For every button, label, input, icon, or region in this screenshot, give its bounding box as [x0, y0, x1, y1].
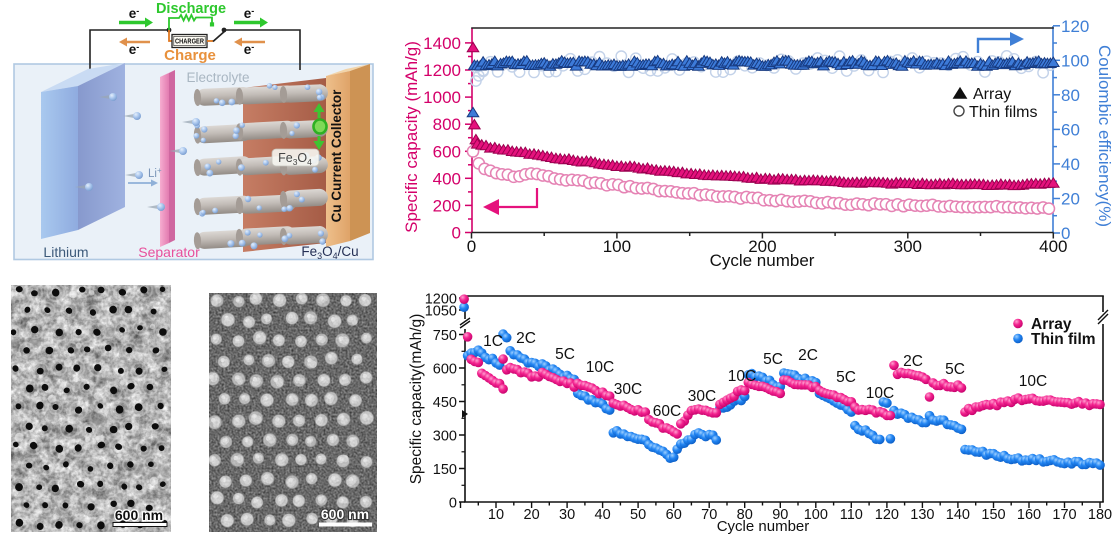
svg-text:e-: e-	[244, 6, 255, 21]
svg-text:170: 170	[1052, 507, 1076, 523]
svg-text:Separator: Separator	[138, 244, 200, 260]
svg-text:90: 90	[772, 507, 788, 523]
svg-text:150: 150	[981, 507, 1005, 523]
svg-text:1400: 1400	[423, 34, 461, 53]
svg-text:Charge: Charge	[164, 47, 216, 64]
svg-text:Lithium: Lithium	[43, 244, 88, 260]
svg-text:20: 20	[524, 507, 540, 523]
svg-text:40: 40	[595, 507, 611, 523]
svg-text:Thin films: Thin films	[969, 104, 1037, 121]
svg-text:5C: 5C	[763, 351, 783, 368]
svg-text:Coulombic efficiency(%): Coulombic efficiency(%)	[1095, 45, 1114, 227]
svg-text:1050: 1050	[425, 304, 457, 320]
svg-text:1000: 1000	[423, 88, 461, 107]
svg-text:160: 160	[1017, 507, 1041, 523]
svg-text:40: 40	[1061, 155, 1080, 174]
svg-text:400: 400	[1039, 237, 1067, 256]
svg-text:450: 450	[433, 395, 457, 411]
svg-text:300: 300	[433, 429, 457, 445]
svg-text:600 nm: 600 nm	[321, 506, 369, 522]
svg-text:600: 600	[433, 362, 457, 378]
svg-text:5C: 5C	[555, 346, 575, 363]
svg-text:110: 110	[840, 507, 863, 523]
svg-text:Discharge: Discharge	[156, 1, 226, 17]
svg-text:130: 130	[910, 507, 934, 523]
svg-text:1C: 1C	[483, 333, 503, 350]
svg-text:10C: 10C	[866, 385, 894, 402]
svg-text:10: 10	[488, 507, 504, 523]
svg-text:Fe3O4/Cu: Fe3O4/Cu	[301, 244, 358, 261]
svg-text:100: 100	[804, 507, 828, 523]
svg-text:CHARGER: CHARGER	[175, 37, 204, 46]
svg-text:120: 120	[875, 507, 899, 523]
svg-text:Thin film: Thin film	[1031, 331, 1096, 348]
svg-text:120: 120	[1061, 17, 1089, 36]
svg-text:30: 30	[559, 507, 575, 523]
svg-text:100: 100	[603, 237, 631, 256]
svg-text:180: 180	[1088, 507, 1112, 523]
svg-text:2C: 2C	[516, 330, 536, 347]
svg-text:Cycle number: Cycle number	[710, 251, 815, 270]
svg-text:600 nm: 600 nm	[115, 507, 163, 523]
svg-text:800: 800	[433, 115, 461, 134]
svg-text:50: 50	[630, 507, 646, 523]
svg-text:10C: 10C	[1019, 373, 1047, 390]
svg-text:600: 600	[433, 142, 461, 161]
svg-text:60: 60	[666, 507, 682, 523]
svg-text:10C: 10C	[586, 359, 614, 376]
svg-text:Cu Current Collector: Cu Current Collector	[329, 89, 344, 223]
svg-text:30C: 30C	[614, 381, 642, 398]
svg-text:30C: 30C	[688, 388, 716, 405]
svg-text:Array: Array	[973, 86, 1011, 103]
svg-text:0: 0	[449, 496, 457, 512]
svg-text:e-: e-	[129, 6, 140, 21]
svg-text:60C: 60C	[653, 403, 681, 420]
svg-text:100: 100	[1061, 51, 1089, 70]
svg-text:140: 140	[946, 507, 970, 523]
svg-text:20: 20	[1061, 190, 1080, 209]
svg-text:70: 70	[701, 507, 717, 523]
svg-text:150: 150	[433, 462, 457, 478]
svg-text:0: 0	[452, 224, 461, 243]
svg-text:0: 0	[467, 237, 476, 256]
svg-text:750: 750	[433, 328, 457, 344]
svg-text:200: 200	[433, 196, 461, 215]
svg-text:5C: 5C	[836, 369, 856, 386]
svg-text:Specific capacity(mAh/g): Specific capacity(mAh/g)	[408, 314, 425, 485]
svg-text:400: 400	[433, 169, 461, 188]
svg-text:10C: 10C	[728, 368, 756, 385]
svg-text:5C: 5C	[945, 361, 965, 378]
svg-text:80: 80	[1061, 86, 1080, 105]
svg-text:Fe3O4: Fe3O4	[278, 151, 312, 167]
svg-text:Cycle number: Cycle number	[717, 518, 810, 535]
svg-text:200: 200	[748, 237, 776, 256]
svg-text:e-: e-	[129, 42, 140, 57]
svg-text:1200: 1200	[423, 61, 461, 80]
svg-text:1200: 1200	[425, 292, 457, 308]
svg-text:Electrolyte: Electrolyte	[186, 70, 249, 85]
svg-text:80: 80	[737, 507, 753, 523]
svg-text:e-: e-	[244, 42, 255, 57]
svg-text:2C: 2C	[798, 347, 818, 364]
svg-text:Specific capacity (mAh/g): Specific capacity (mAh/g)	[402, 41, 421, 233]
svg-text:2C: 2C	[903, 353, 923, 370]
svg-text:Array: Array	[1031, 316, 1072, 333]
svg-text:300: 300	[894, 237, 922, 256]
svg-text:60: 60	[1061, 120, 1080, 139]
svg-text:0: 0	[1061, 224, 1070, 243]
